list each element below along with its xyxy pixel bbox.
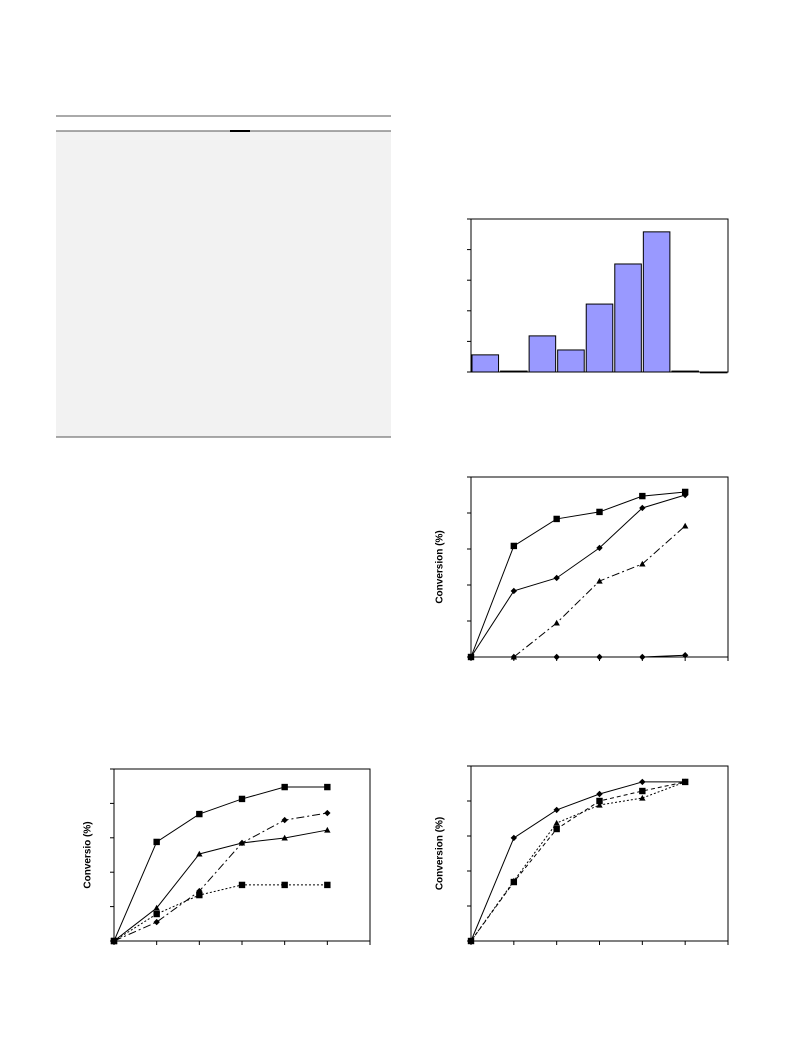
series-line bbox=[470, 781, 686, 942]
marker bbox=[110, 937, 118, 945]
marker bbox=[639, 504, 646, 512]
marker bbox=[324, 826, 331, 833]
y-axis-label: Conversion (%) bbox=[435, 817, 446, 890]
marker bbox=[639, 778, 646, 786]
marker bbox=[196, 810, 203, 818]
marker bbox=[681, 522, 689, 529]
plot-frame bbox=[113, 768, 371, 942]
marker bbox=[238, 881, 246, 889]
bar bbox=[671, 370, 699, 373]
marker bbox=[553, 515, 560, 523]
marker bbox=[324, 809, 331, 817]
series-line bbox=[470, 781, 686, 942]
marker bbox=[553, 574, 560, 582]
bar bbox=[557, 349, 585, 373]
marker bbox=[596, 508, 603, 516]
bar bbox=[699, 371, 728, 374]
marker bbox=[324, 881, 331, 889]
marker bbox=[639, 794, 646, 801]
marker bbox=[510, 542, 518, 550]
chart: Conversion (%) bbox=[435, 476, 729, 661]
marker bbox=[639, 787, 646, 795]
marker bbox=[510, 587, 518, 595]
chart: Conversio (%) bbox=[83, 768, 371, 945]
marker bbox=[281, 783, 288, 791]
marker bbox=[596, 801, 603, 808]
marker bbox=[281, 834, 288, 841]
marker bbox=[553, 619, 560, 626]
marker bbox=[510, 834, 518, 842]
chart: Conversion (%) bbox=[435, 765, 729, 945]
marker bbox=[639, 492, 646, 500]
marker bbox=[596, 544, 603, 552]
bar bbox=[528, 335, 557, 373]
marker bbox=[153, 918, 160, 926]
marker bbox=[238, 839, 246, 846]
plot-frame bbox=[470, 476, 729, 658]
table-frame bbox=[56, 115, 391, 438]
series-line bbox=[471, 654, 686, 658]
series-line bbox=[113, 884, 328, 942]
bar bbox=[500, 370, 528, 373]
marker bbox=[596, 577, 603, 584]
bar bbox=[471, 354, 500, 373]
marker bbox=[681, 652, 689, 659]
table-body bbox=[56, 131, 391, 437]
marker bbox=[281, 816, 288, 824]
marker bbox=[324, 783, 331, 791]
chart bbox=[467, 218, 729, 374]
marker bbox=[238, 795, 246, 803]
marker bbox=[596, 797, 603, 805]
marker bbox=[510, 878, 518, 886]
series-line bbox=[470, 491, 686, 658]
marker bbox=[467, 653, 475, 661]
series-line bbox=[113, 829, 328, 942]
series-line bbox=[470, 781, 686, 942]
marker bbox=[639, 560, 646, 567]
marker bbox=[510, 653, 518, 661]
bar bbox=[642, 231, 671, 373]
marker bbox=[553, 653, 560, 661]
y-axis-label: Conversio (%) bbox=[83, 821, 94, 888]
series-line bbox=[113, 786, 328, 942]
marker bbox=[639, 653, 646, 661]
marker bbox=[553, 825, 560, 833]
marker bbox=[553, 819, 560, 826]
bar bbox=[585, 303, 614, 373]
marker bbox=[553, 806, 560, 814]
marker bbox=[196, 850, 203, 857]
marker bbox=[681, 778, 689, 786]
marker bbox=[281, 881, 288, 889]
marker bbox=[596, 790, 603, 798]
marker bbox=[681, 491, 689, 499]
marker bbox=[153, 838, 160, 846]
marker bbox=[596, 653, 603, 661]
marker bbox=[153, 904, 160, 911]
bar bbox=[614, 263, 642, 373]
marker bbox=[153, 910, 160, 918]
series-line bbox=[470, 494, 686, 658]
y-axis-label: Conversion (%) bbox=[435, 530, 446, 603]
marker bbox=[467, 937, 475, 945]
series-line bbox=[113, 812, 328, 942]
marker bbox=[196, 891, 203, 899]
